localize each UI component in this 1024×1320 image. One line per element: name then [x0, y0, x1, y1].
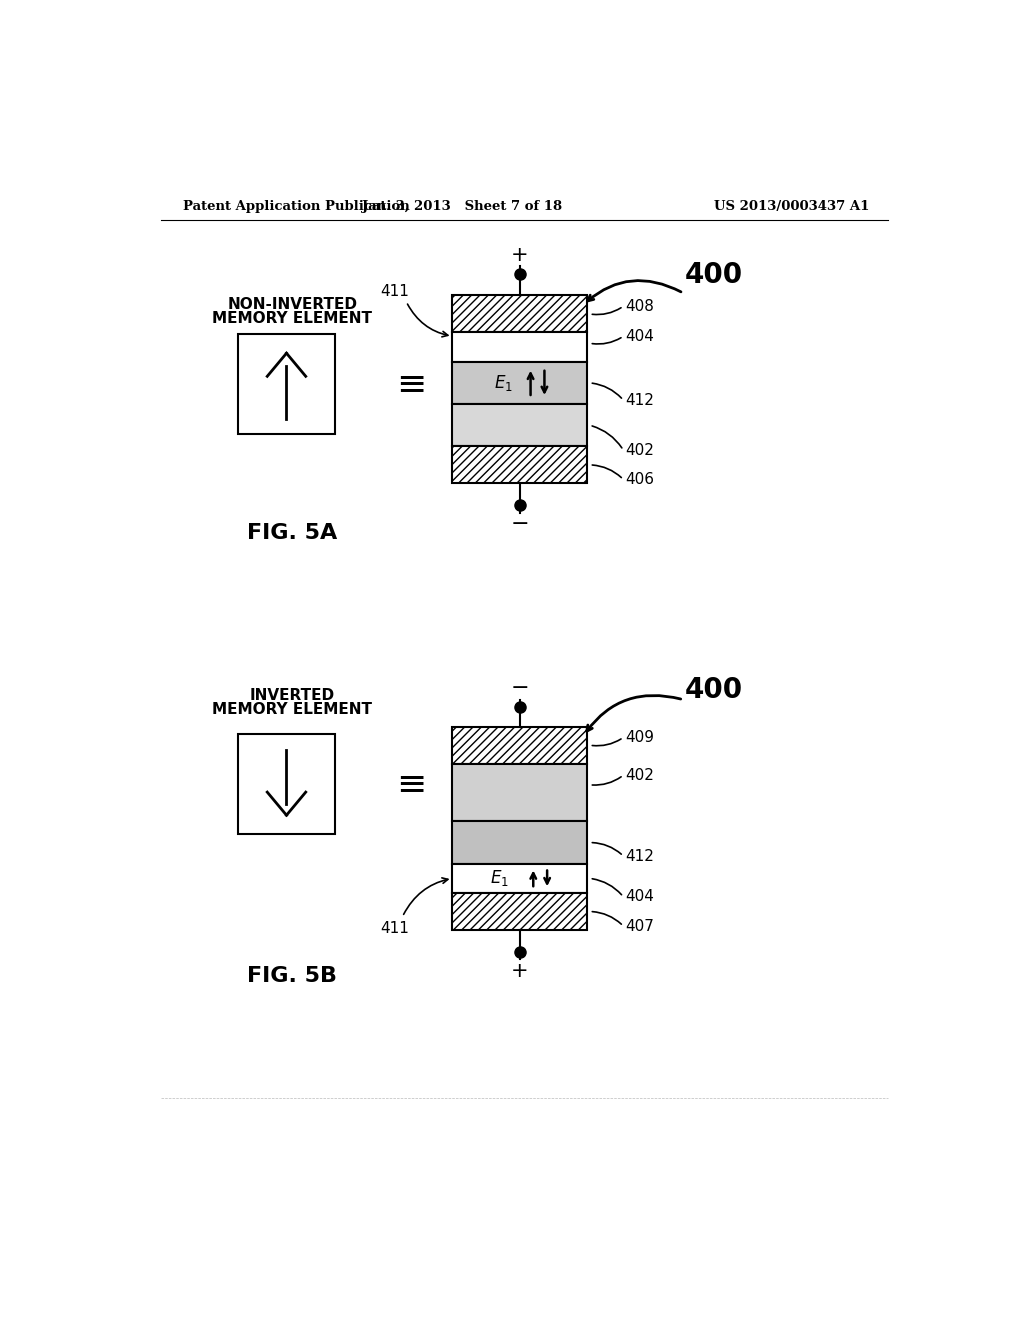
Bar	[239, 334, 335, 434]
Text: 412: 412	[626, 849, 654, 863]
Text: +: +	[511, 961, 528, 981]
Bar	[453, 726, 587, 763]
Bar	[453, 296, 587, 333]
Text: ≡: ≡	[396, 367, 427, 401]
Text: 404: 404	[626, 329, 654, 343]
Text: FIG. 5B: FIG. 5B	[247, 966, 337, 986]
Text: 408: 408	[626, 298, 654, 314]
Text: $E_1$: $E_1$	[490, 869, 509, 888]
Text: 411: 411	[380, 921, 410, 936]
Bar	[453, 446, 587, 483]
Text: NON-INVERTED: NON-INVERTED	[227, 297, 357, 313]
Text: 406: 406	[626, 473, 654, 487]
Text: $E_1$: $E_1$	[495, 372, 513, 393]
Bar	[453, 333, 587, 362]
Text: MEMORY ELEMENT: MEMORY ELEMENT	[212, 702, 373, 717]
Text: Patent Application Publication: Patent Application Publication	[183, 199, 410, 213]
Text: +: +	[511, 244, 528, 264]
Bar	[453, 404, 587, 446]
Text: MEMORY ELEMENT: MEMORY ELEMENT	[212, 312, 373, 326]
Text: US 2013/0003437 A1: US 2013/0003437 A1	[715, 199, 869, 213]
Text: 400: 400	[685, 676, 743, 704]
Text: ≡: ≡	[396, 767, 427, 801]
Text: 409: 409	[626, 730, 654, 744]
Bar	[239, 734, 335, 834]
Bar	[453, 892, 587, 929]
Text: 412: 412	[626, 392, 654, 408]
Text: 411: 411	[380, 284, 410, 300]
Text: Jan. 3, 2013   Sheet 7 of 18: Jan. 3, 2013 Sheet 7 of 18	[361, 199, 562, 213]
Text: FIG. 5A: FIG. 5A	[247, 524, 337, 544]
Text: 402: 402	[626, 442, 654, 458]
Text: −: −	[511, 678, 529, 698]
Text: 402: 402	[626, 768, 654, 783]
Text: −: −	[511, 515, 529, 535]
Text: 407: 407	[626, 919, 654, 933]
Text: INVERTED: INVERTED	[250, 688, 335, 704]
Text: 404: 404	[626, 890, 654, 904]
Bar	[453, 763, 587, 821]
Bar	[453, 863, 587, 892]
Bar	[453, 821, 587, 863]
Bar	[453, 362, 587, 404]
Text: 400: 400	[685, 261, 743, 289]
